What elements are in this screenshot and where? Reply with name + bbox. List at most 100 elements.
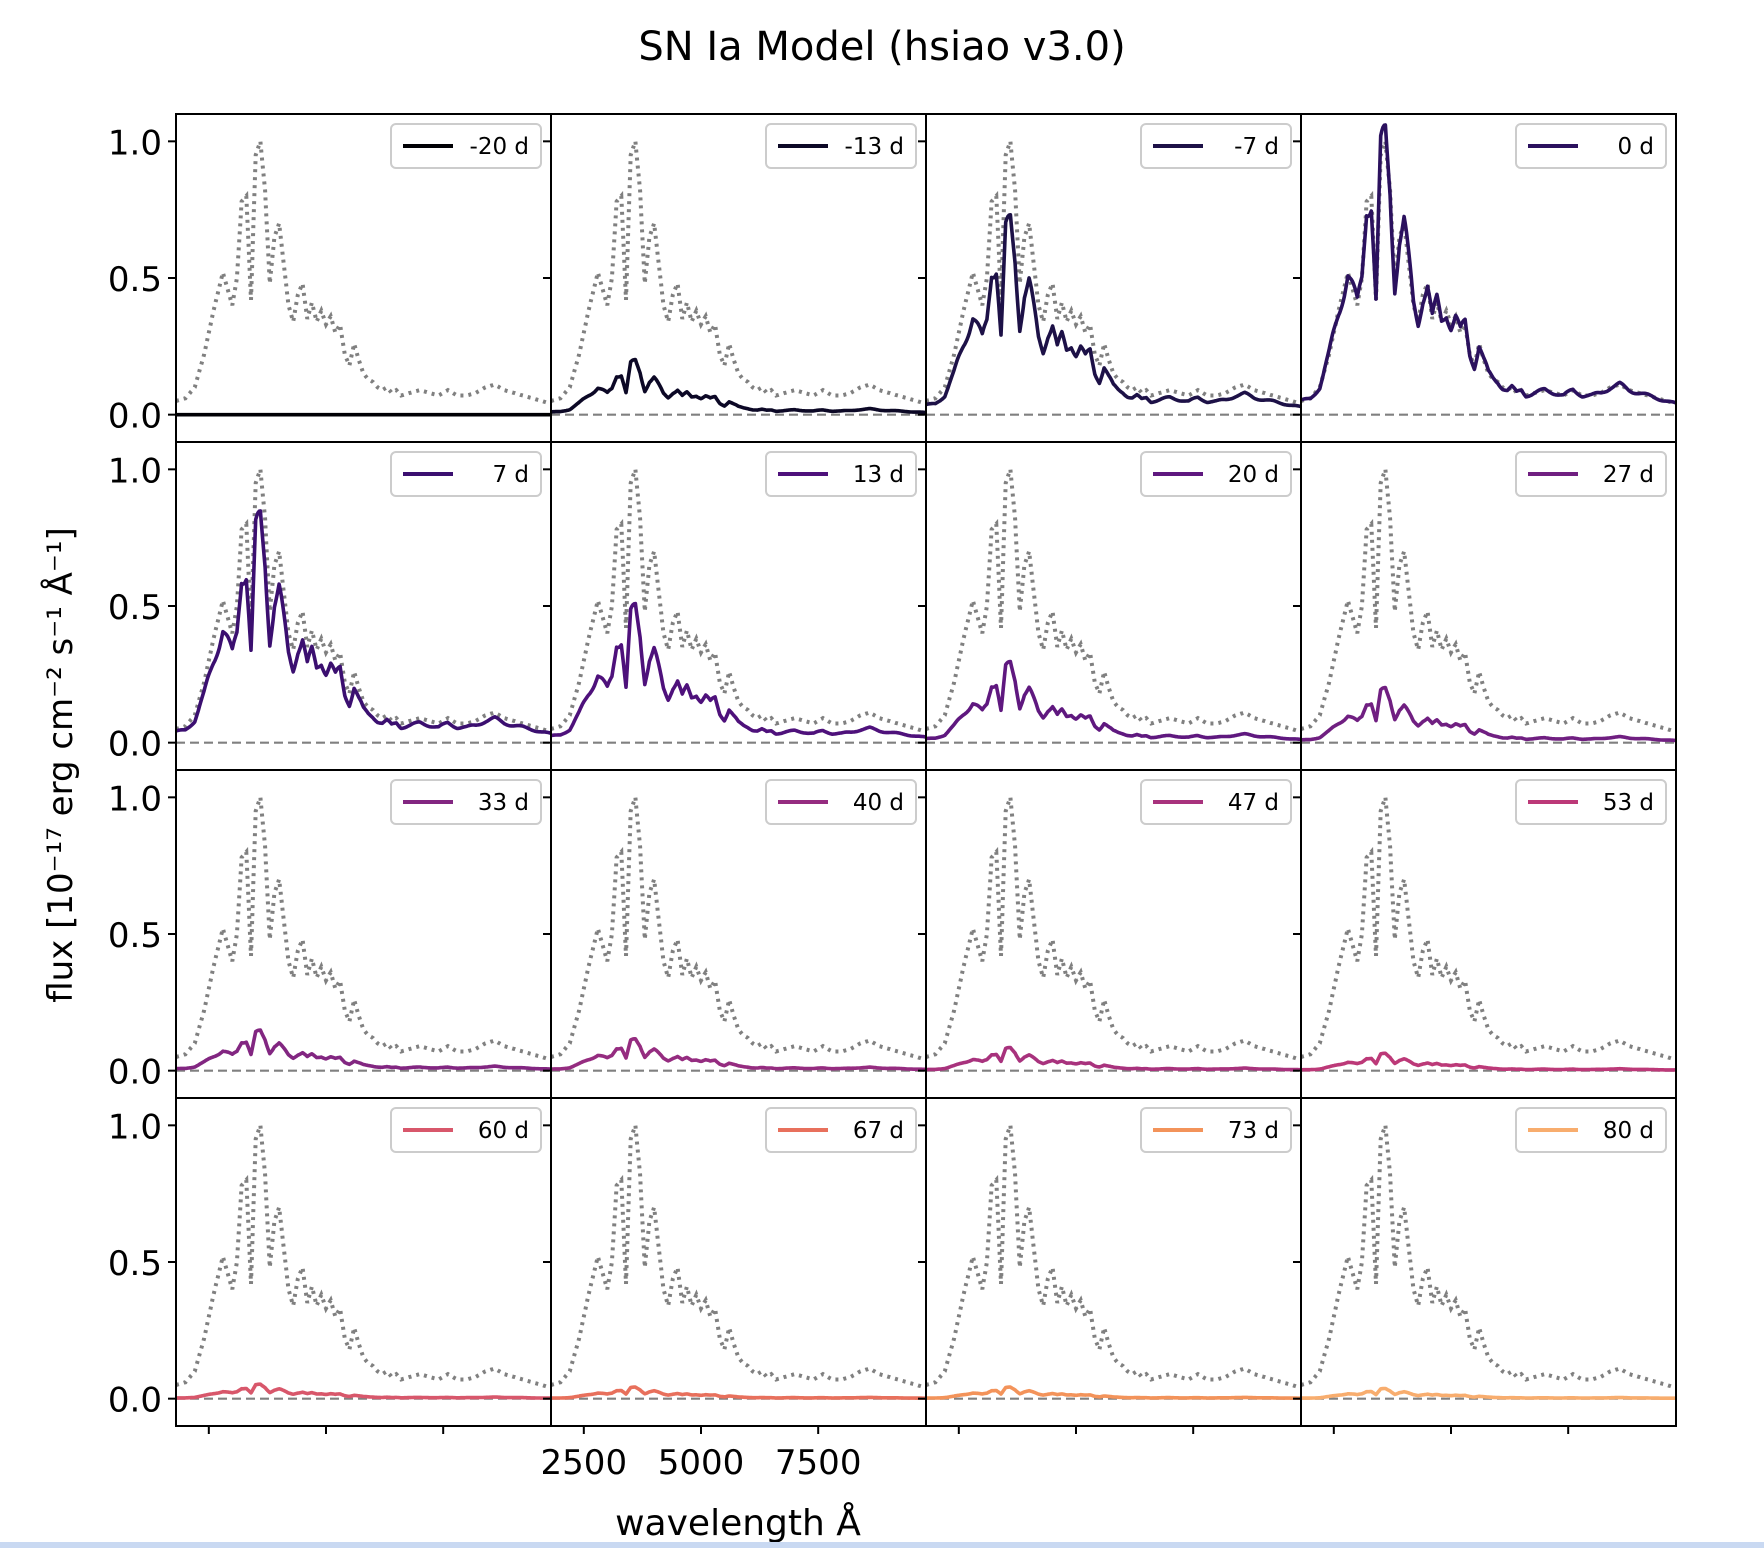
y-tick-label: 1.0 xyxy=(108,123,162,163)
legend-label: 40 d xyxy=(853,790,904,816)
legend-box xyxy=(1140,779,1292,825)
legend-box xyxy=(765,123,917,169)
y-tick-label: 0.5 xyxy=(108,1244,162,1284)
panel-7: 20 d xyxy=(918,441,1302,771)
legend-label: 27 d xyxy=(1603,462,1654,488)
y-tick-label: 0.0 xyxy=(108,1053,162,1093)
panel-16: 80 d xyxy=(1293,1097,1677,1434)
legend-label: -20 d xyxy=(470,134,529,160)
series-line-14 xyxy=(550,1385,927,1400)
legend-label: 33 d xyxy=(478,790,529,816)
x-tick-label: 5000 xyxy=(658,1443,745,1483)
panel-3: -7 d xyxy=(918,113,1302,443)
series-line-7 xyxy=(925,659,1302,742)
y-tick-label: 1.0 xyxy=(108,1107,162,1147)
series-line-8 xyxy=(1300,685,1677,743)
y-axis-label: flux [10⁻¹⁷ erg cm⁻² s⁻¹ Å⁻¹] xyxy=(40,527,81,1003)
y-tick-label: 0.0 xyxy=(108,1381,162,1421)
series-line-10 xyxy=(550,1037,927,1072)
peak-spectrum-line xyxy=(1300,140,1677,406)
legend-box xyxy=(1140,1107,1292,1153)
y-tick-label: 1.0 xyxy=(108,451,162,491)
panel-8: 27 d xyxy=(1293,441,1677,771)
panel-14: 2500 5000 7500 67 d xyxy=(541,1097,927,1483)
peak-spectrum-line xyxy=(925,468,1302,734)
peak-spectrum-line xyxy=(1300,468,1677,734)
panel-13: 0.0 0.5 1.0 60 d xyxy=(108,1097,552,1434)
peak-spectrum-line xyxy=(175,1124,552,1390)
peak-spectrum-line xyxy=(925,140,1302,406)
legend-label: 60 d xyxy=(478,1118,529,1144)
legend-box xyxy=(1515,451,1667,497)
legend-box xyxy=(765,779,917,825)
legend-box xyxy=(390,1107,542,1153)
peak-spectrum-line xyxy=(175,140,552,406)
y-tick-label: 0.5 xyxy=(108,588,162,628)
peak-spectrum-line xyxy=(175,796,552,1062)
y-tick-label: 1.0 xyxy=(108,779,162,819)
legend-label: 67 d xyxy=(853,1118,904,1144)
y-tick-label: 0.0 xyxy=(108,397,162,437)
panel-15: 73 d xyxy=(918,1097,1302,1434)
y-tick-label: 0.5 xyxy=(108,916,162,956)
peak-spectrum-line xyxy=(550,796,927,1062)
panel-6: 13 d xyxy=(543,441,927,771)
legend-box xyxy=(1140,451,1292,497)
legend-label: 13 d xyxy=(853,462,904,488)
panel-10: 40 d xyxy=(543,769,927,1099)
series-line-3 xyxy=(925,213,1302,409)
panel-grid: 0.0 0.5 1.0 -20 d -13 d -7 d 0 d 0.0 0.5 1.0 7 d 13… xyxy=(108,113,1677,1483)
panel-12: 53 d xyxy=(1293,769,1677,1099)
legend-box xyxy=(390,451,542,497)
legend-box xyxy=(1515,779,1667,825)
y-tick-label: 0.0 xyxy=(108,725,162,765)
x-tick-label: 2500 xyxy=(541,1443,628,1483)
legend-label: -13 d xyxy=(845,134,904,160)
peak-spectrum-line xyxy=(550,140,927,406)
series-line-15 xyxy=(925,1385,1302,1400)
peak-spectrum-line xyxy=(925,1124,1302,1390)
panel-2: -13 d xyxy=(543,113,927,443)
x-axis-label: wavelength Å xyxy=(615,1501,861,1544)
series-line-16 xyxy=(1300,1386,1677,1401)
series-line-2 xyxy=(550,357,927,415)
legend-box xyxy=(765,1107,917,1153)
series-line-6 xyxy=(550,601,927,739)
legend-label: 73 d xyxy=(1228,1118,1279,1144)
legend-label: 80 d xyxy=(1603,1118,1654,1144)
peak-spectrum-line xyxy=(1300,796,1677,1062)
panel-4: 0 d xyxy=(1293,113,1677,443)
series-line-9 xyxy=(175,1028,552,1071)
chart-title: SN Ia Model (hsiao v3.0) xyxy=(638,24,1125,70)
legend-box xyxy=(1140,123,1292,169)
series-line-13 xyxy=(175,1382,552,1400)
legend-label: 53 d xyxy=(1603,790,1654,816)
peak-spectrum-line xyxy=(550,1124,927,1390)
window-bottom-edge xyxy=(0,1542,1764,1548)
legend-box xyxy=(390,779,542,825)
peak-spectrum-line xyxy=(175,468,552,734)
peak-spectrum-line xyxy=(1300,1124,1677,1390)
y-tick-label: 0.5 xyxy=(108,260,162,300)
panel-1: 0.0 0.5 1.0 -20 d xyxy=(108,113,552,443)
legend-label: 47 d xyxy=(1228,790,1279,816)
legend-label: 7 d xyxy=(492,462,529,488)
legend-label: 20 d xyxy=(1228,462,1279,488)
legend-box xyxy=(765,451,917,497)
legend-box xyxy=(1515,1107,1667,1153)
series-line-12 xyxy=(1300,1051,1677,1072)
series-line-4 xyxy=(1300,123,1677,405)
peak-spectrum-line xyxy=(550,468,927,734)
peak-spectrum-line xyxy=(925,796,1302,1062)
series-line-11 xyxy=(925,1045,1302,1072)
legend-box xyxy=(1515,123,1667,169)
x-tick-label: 7500 xyxy=(775,1443,862,1483)
legend-box xyxy=(390,123,542,169)
legend-label: -7 d xyxy=(1234,134,1279,160)
panel-5: 0.0 0.5 1.0 7 d xyxy=(108,441,552,771)
series-line-5 xyxy=(175,509,552,736)
panel-11: 47 d xyxy=(918,769,1302,1099)
panel-9: 0.0 0.5 1.0 33 d xyxy=(108,769,552,1099)
legend-label: 0 d xyxy=(1617,134,1654,160)
